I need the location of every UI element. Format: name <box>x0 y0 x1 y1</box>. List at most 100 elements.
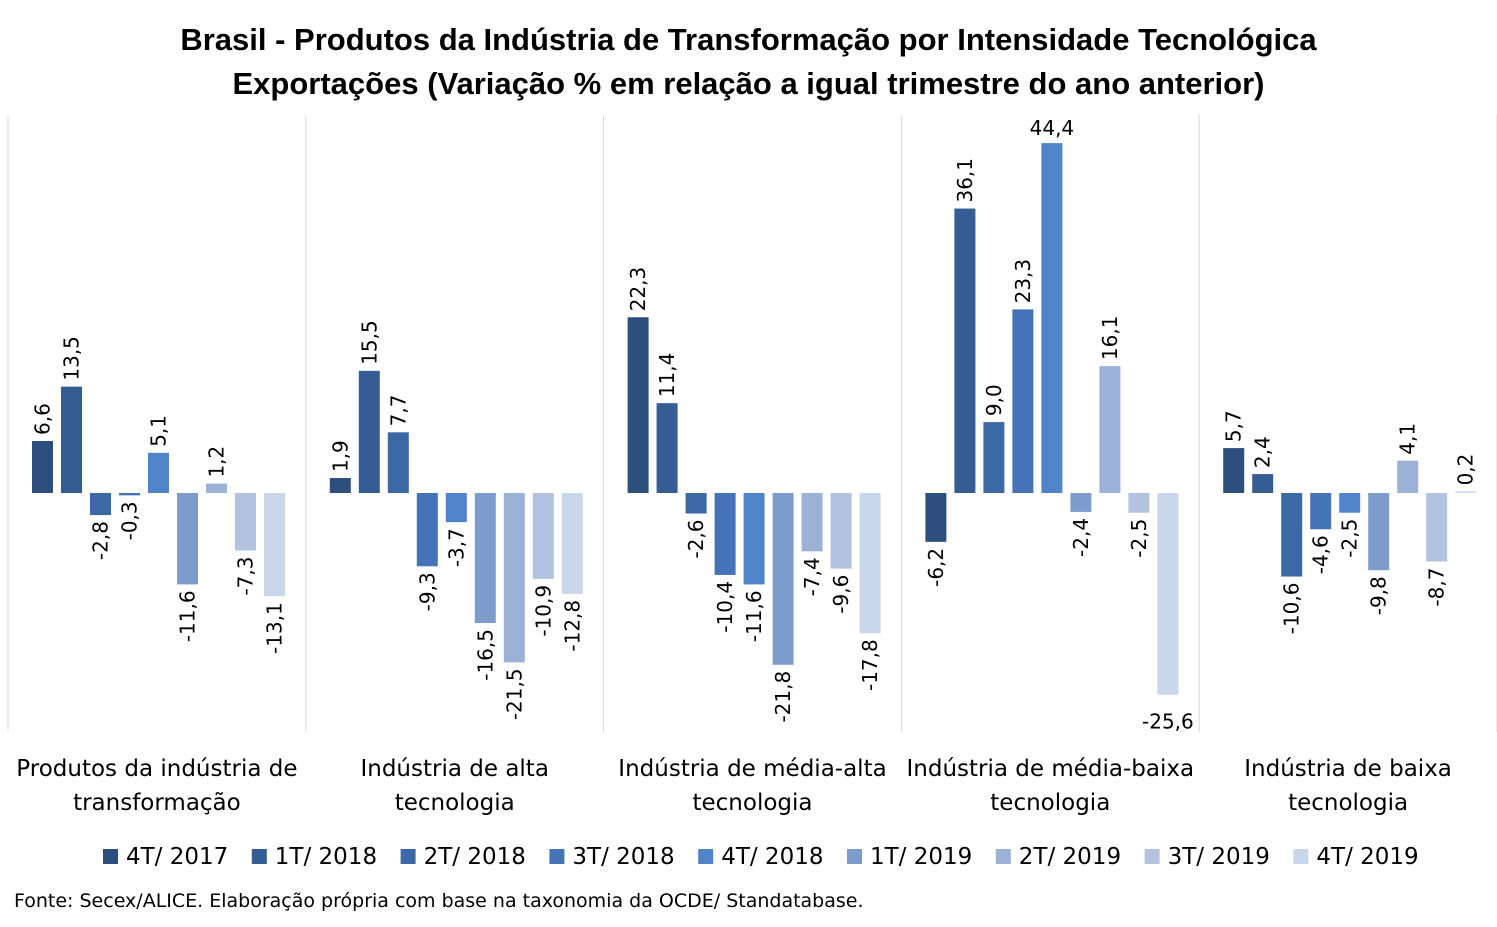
data-label: -3,7 <box>444 528 468 567</box>
data-label: 1,9 <box>328 440 352 472</box>
bar <box>859 493 881 634</box>
bar <box>32 440 53 493</box>
bar <box>1397 460 1419 493</box>
bar <box>1070 493 1092 512</box>
bar <box>1310 493 1332 530</box>
data-label: -4,6 <box>1309 535 1333 574</box>
bar <box>1223 448 1245 493</box>
data-label: 6,6 <box>31 403 55 435</box>
bar <box>830 493 852 569</box>
category-label: tecnologia <box>1288 790 1408 816</box>
bar <box>1252 474 1274 493</box>
chart-subtitle: Exportações (Variação % em relação a igu… <box>232 66 1265 101</box>
bar <box>532 493 554 579</box>
bar <box>264 493 285 597</box>
data-label: 5,7 <box>1222 410 1246 442</box>
data-label: 7,7 <box>386 395 410 427</box>
data-label: 5,1 <box>147 415 171 447</box>
bar <box>416 493 438 567</box>
category-label: Indústria de média-baixa <box>907 756 1195 782</box>
bar <box>983 422 1005 493</box>
legend-swatch <box>698 849 714 864</box>
legend-label: 3T/ 2019 <box>1168 844 1270 870</box>
bar <box>1012 309 1034 493</box>
bar <box>1128 493 1150 513</box>
data-label: 9,0 <box>982 384 1006 416</box>
bar <box>1368 493 1390 571</box>
data-label: -9,3 <box>415 572 439 611</box>
data-label: -13,1 <box>263 602 287 654</box>
bar <box>801 493 823 552</box>
category-label: tecnologia <box>395 790 515 816</box>
data-label: 2,4 <box>1251 436 1275 468</box>
data-label: -11,6 <box>742 590 766 642</box>
data-label: 36,1 <box>953 158 977 203</box>
category-label: transformação <box>73 790 241 816</box>
data-label: -10,6 <box>1280 583 1304 635</box>
data-label: -2,5 <box>1127 519 1151 558</box>
source-note: Fonte: Secex/ALICE. Elaboração própria c… <box>14 890 864 912</box>
bar <box>61 386 82 493</box>
bar <box>474 493 496 624</box>
data-label: -2,4 <box>1069 518 1093 557</box>
bar <box>1099 366 1121 493</box>
data-label: 0,2 <box>1454 454 1478 486</box>
data-label: 15,5 <box>357 320 381 365</box>
data-label: -21,8 <box>771 671 795 723</box>
bar <box>1157 493 1179 695</box>
data-label: -2,6 <box>684 519 708 558</box>
bar <box>445 493 467 523</box>
bar <box>148 452 169 493</box>
bar <box>925 493 947 542</box>
bar <box>329 478 351 493</box>
data-label: -7,3 <box>234 557 258 596</box>
data-label: 23,3 <box>1011 259 1035 304</box>
data-label: 22,3 <box>626 267 650 312</box>
data-label: -16,5 <box>473 629 497 681</box>
bar <box>1455 491 1477 493</box>
legend-swatch <box>995 849 1011 864</box>
bar <box>656 403 678 493</box>
bar <box>685 493 707 514</box>
bar <box>561 493 583 594</box>
legend-swatch <box>847 849 862 864</box>
data-label: -17,8 <box>858 639 882 691</box>
bar <box>90 493 111 516</box>
data-label: -21,5 <box>502 668 526 720</box>
legend-swatch <box>103 849 118 864</box>
data-label: -2,5 <box>1338 519 1362 558</box>
bar <box>1426 493 1448 562</box>
bar <box>235 493 256 551</box>
legend-swatch <box>1293 849 1309 864</box>
bar <box>714 493 736 575</box>
data-label: 16,1 <box>1098 316 1122 361</box>
chart-title: Brasil - Produtos da Indústria de Transf… <box>180 22 1317 57</box>
legend-label: 2T/ 2019 <box>1019 844 1121 870</box>
bar <box>206 483 227 493</box>
data-label: -12,8 <box>560 600 584 652</box>
data-label: -6,2 <box>924 548 948 587</box>
data-label: 13,5 <box>60 336 84 381</box>
data-label: -10,9 <box>531 585 555 637</box>
data-label: 44,4 <box>1030 116 1075 140</box>
data-label: -9,6 <box>829 575 853 614</box>
legend-label: 1T/ 2018 <box>275 844 377 870</box>
data-label: -25,6 <box>1142 710 1194 734</box>
data-label: 1,2 <box>205 446 229 478</box>
bar <box>627 317 649 493</box>
category-label: Indústria de média-alta <box>618 756 886 782</box>
data-label: -2,8 <box>89 521 113 560</box>
bar <box>743 493 765 585</box>
category-label: Indústria de alta <box>360 756 548 782</box>
bar <box>772 493 794 665</box>
data-label: 4,1 <box>1396 423 1420 455</box>
data-label: -7,4 <box>800 557 824 596</box>
bar <box>177 493 198 585</box>
category-label: Indústria de baixa <box>1244 756 1452 782</box>
legend-label: 1T/ 2019 <box>870 844 972 870</box>
legend-label: 3T/ 2018 <box>572 844 674 870</box>
legend-swatch <box>549 849 565 864</box>
bar <box>503 493 525 663</box>
bar <box>119 493 140 496</box>
